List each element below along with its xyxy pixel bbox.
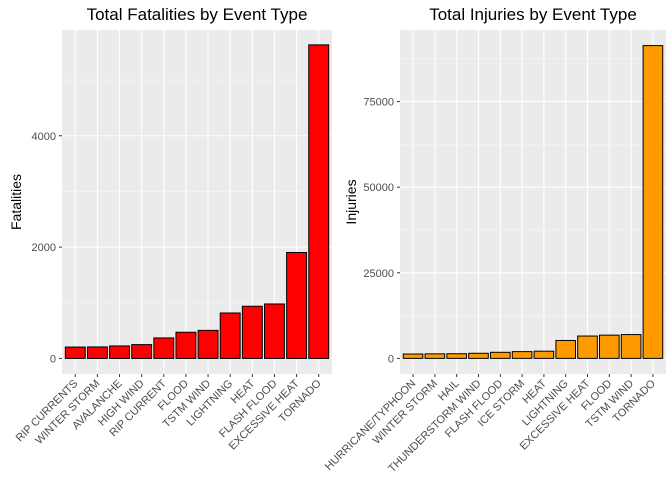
fatalities-y-axis-title: Fatalities [8,174,24,230]
injuries-bar [555,339,577,359]
fatalities-bar [308,44,330,359]
fatalities-bar [109,345,131,359]
fatalities-chart-title: Total Fatalities by Event Type [87,5,308,24]
fatalities-bar [175,331,197,359]
injuries-y-tick-label: 75000 [363,97,394,109]
injuries-bar [424,353,446,359]
injuries-bar [489,351,511,359]
fatalities-bar [286,251,308,359]
injuries-bar [511,351,533,359]
fatalities-bar [131,344,153,359]
fatalities-bar [197,329,219,359]
fatalities-y-tick-label: 2000 [32,242,56,254]
injuries-bar [620,334,642,359]
fatalities-bar [86,346,108,359]
injuries-chart-title: Total Injuries by Event Type [429,5,637,24]
fatalities-bar [241,305,263,359]
fatalities-bar [219,312,241,359]
injuries-bar [533,350,555,359]
injuries-y-tick-label: 50000 [363,182,394,194]
fatalities-bar [153,337,175,359]
injuries-bar [642,45,664,359]
fatalities-bar [264,303,285,359]
injuries-bar [402,353,424,359]
injuries-y-axis-title: Injuries [343,179,359,224]
injuries-chart: Total Injuries by Event Type 0 25000 50000… [323,5,666,475]
injuries-y-tick-label: 0 [388,353,394,365]
injuries-bar [599,334,620,359]
fatalities-chart: Total Fatalities by Event Type 0 2000 4000… [8,5,332,453]
injuries-bar [577,335,598,359]
injuries-plot-background [400,30,666,374]
injuries-bar [468,352,489,359]
fatalities-bar [64,346,86,359]
fatalities-y-tick-label: 4000 [32,131,56,143]
injuries-bar [446,353,467,359]
injuries-y-tick-label: 25000 [363,268,394,280]
fatalities-y-tick-label: 0 [50,353,56,365]
